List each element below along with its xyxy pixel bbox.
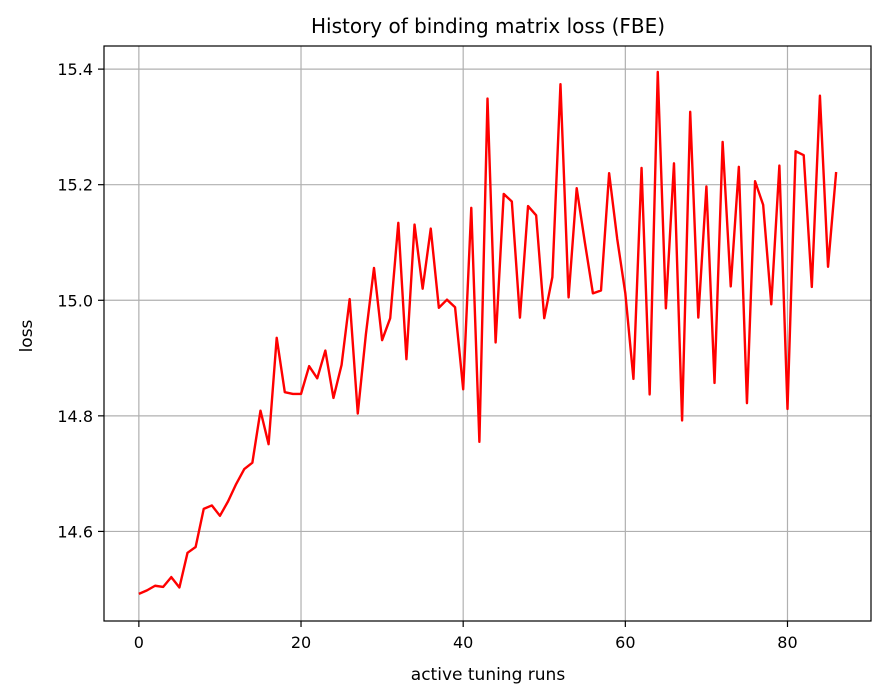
y-tick-label: 14.8 xyxy=(57,407,93,426)
y-tick-label: 15.2 xyxy=(57,176,93,195)
x-tick-label: 60 xyxy=(615,633,635,652)
x-tick-label: 0 xyxy=(134,633,144,652)
series-layer xyxy=(138,70,838,595)
y-axis: 14.6 14.8 15.0 15.2 15.4 xyxy=(57,60,104,541)
loss-series-line xyxy=(138,70,838,595)
y-tick-label: 14.6 xyxy=(57,522,93,541)
x-tick-label: 20 xyxy=(291,633,311,652)
y-tick-label: 15.0 xyxy=(57,291,93,310)
y-tick-label: 15.4 xyxy=(57,60,93,79)
x-tick-label: 80 xyxy=(777,633,797,652)
chart-title: History of binding matrix loss (FBE) xyxy=(311,14,665,38)
y-axis-label: loss xyxy=(17,319,37,352)
plot-frame xyxy=(103,45,872,622)
grid-lines xyxy=(104,46,871,621)
x-tick-label: 40 xyxy=(453,633,473,652)
x-axis: 0 20 40 60 80 xyxy=(134,621,798,652)
x-axis-label: active tuning runs xyxy=(411,665,566,685)
